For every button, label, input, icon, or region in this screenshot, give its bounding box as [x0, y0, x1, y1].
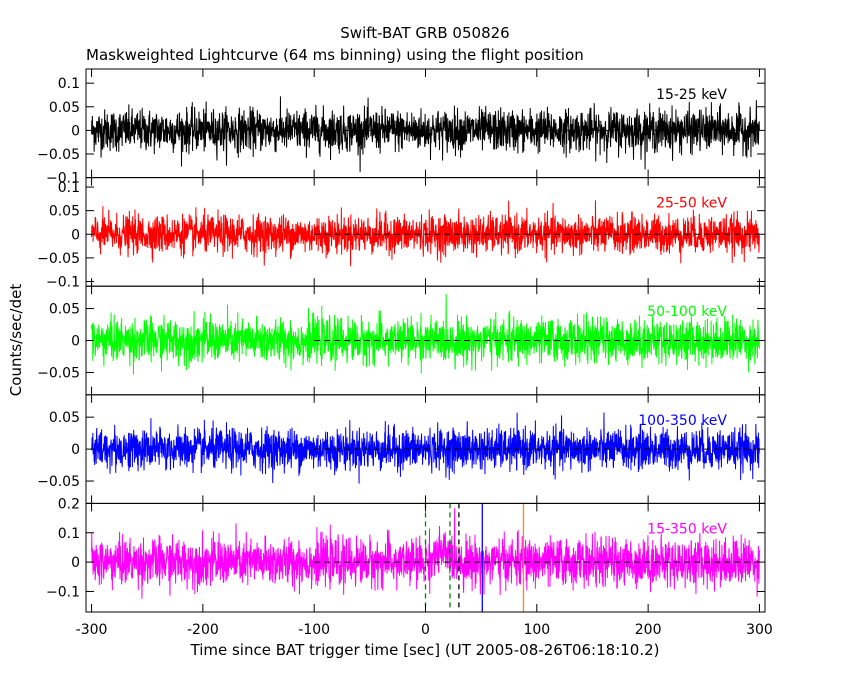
series-trace-4 [91, 508, 760, 599]
y-tick-label-3-1: 0 [71, 442, 80, 458]
x-tick-label-0: -300 [76, 622, 108, 638]
y-tick-label-1-4: −0.1 [46, 274, 80, 290]
y-tick-label-0-2: 0 [71, 123, 80, 139]
y-tick-label-1-2: 0 [71, 227, 80, 243]
y-tick-label-1-1: 0.05 [49, 204, 80, 220]
chart-title: Swift-BAT GRB 050826 [340, 24, 509, 42]
y-tick-label-1-0: 0.1 [58, 180, 80, 196]
y-tick-label-2-0: 0.05 [49, 302, 80, 318]
band-label-1: 25-50 keV [656, 196, 727, 212]
x-tick-label-1: -200 [187, 622, 219, 638]
y-tick-label-0-4: −0.1 [46, 171, 80, 187]
x-tick-label-6: 300 [746, 622, 773, 638]
panel-3: 0.05 0 −0.05 100-350 keV [37, 394, 766, 504]
x-tick-label-2: -100 [298, 622, 330, 638]
x-tick-label-3: 0 [421, 622, 430, 638]
y-tick-label-4-1: 0.1 [58, 526, 80, 542]
x-axis-label: Time since BAT trigger time [sec] (UT 20… [190, 641, 660, 659]
series-trace-2 [91, 293, 760, 375]
chart-subtitle: Maskweighted Lightcurve (64 ms binning) … [86, 46, 584, 64]
series-trace-0 [91, 96, 760, 173]
y-tick-label-0-3: −0.05 [37, 147, 80, 163]
y-tick-label-2-2: −0.05 [37, 365, 80, 381]
band-label-4: 15-350 keV [647, 521, 727, 537]
y-tick-label-0-0: 0.1 [58, 76, 80, 92]
y-tick-label-0-1: 0.05 [49, 100, 80, 116]
y-tick-label-4-3: −0.1 [46, 584, 80, 600]
panel-2: 0.05 0 −0.05 50-100 keV [37, 285, 766, 396]
y-tick-label-3-0: 0.05 [49, 410, 80, 426]
panel-1: 0.1 0.05 0 −0.05 −0.1 25-50 keV [37, 177, 766, 290]
series-trace-3 [91, 412, 760, 484]
y-axis-label: Counts/sec/det [7, 284, 25, 397]
band-label-2: 50-100 keV [647, 304, 727, 320]
y-tick-label-3-2: −0.05 [37, 474, 80, 490]
panel-0: 0.1 0.05 0 −0.05 −0.1 15-25 keV [37, 68, 766, 187]
x-tick-label-5: 200 [635, 622, 662, 638]
y-tick-label-2-1: 0 [71, 334, 80, 350]
panel-4: 0.2 0.1 0 −0.1 15-350 keV [46, 496, 766, 613]
band-label-0: 15-25 keV [656, 87, 727, 103]
y-tick-label-1-3: −0.05 [37, 251, 80, 267]
y-tick-label-4-2: 0 [71, 555, 80, 571]
x-tick-label-4: 100 [523, 622, 550, 638]
y-tick-label-4-0: 0.2 [58, 496, 80, 512]
band-label-3: 100-350 keV [638, 413, 727, 429]
panels-layer: 0.1 0.05 0 −0.05 −0.1 15-25 keV 0.1 0.05 0 −0.05 −… [37, 68, 773, 638]
